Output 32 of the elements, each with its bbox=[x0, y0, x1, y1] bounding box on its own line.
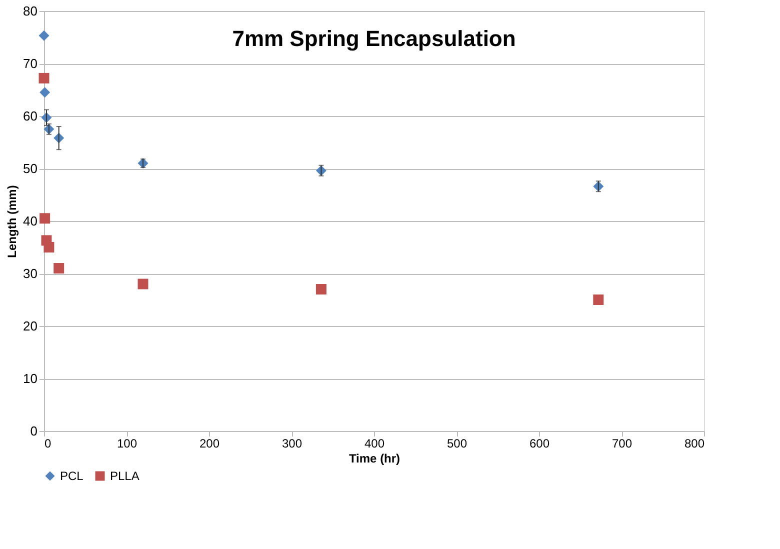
point bbox=[138, 278, 148, 290]
point bbox=[54, 263, 64, 274]
point bbox=[44, 242, 54, 252]
x-axis-title: Time (hr) bbox=[348, 452, 400, 466]
point bbox=[316, 284, 326, 294]
y-tick-label: 0 bbox=[30, 424, 38, 438]
y-tick-label: 30 bbox=[23, 266, 38, 281]
x-tick-label: 600 bbox=[529, 436, 550, 450]
y-tick-label: 40 bbox=[23, 214, 38, 228]
point bbox=[38, 30, 50, 41]
y-tick-label: 50 bbox=[23, 161, 38, 176]
y-tick-label: 70 bbox=[23, 56, 38, 71]
point bbox=[38, 72, 50, 84]
y-tick-label: 80 bbox=[23, 4, 38, 18]
legend-label: PLLA bbox=[110, 469, 140, 483]
x-tick-label: 500 bbox=[446, 436, 468, 450]
x-tick-label: 400 bbox=[364, 436, 385, 450]
y-tick-label: 10 bbox=[23, 371, 38, 386]
x-tick-label: 700 bbox=[612, 436, 632, 450]
x-tick-label: 800 bbox=[684, 436, 705, 450]
x-tick-label: 300 bbox=[282, 436, 302, 450]
point bbox=[40, 87, 50, 98]
y-tick-label: 60 bbox=[23, 108, 38, 124]
y-tick-label: 20 bbox=[23, 318, 38, 334]
x-tick-label: 200 bbox=[199, 436, 220, 450]
x-tick-label: 0 bbox=[44, 436, 52, 450]
point bbox=[593, 294, 604, 305]
text: 7mm Spring Encapsulation bbox=[232, 26, 516, 51]
point bbox=[40, 213, 50, 224]
x-tick-label: 100 bbox=[116, 436, 138, 450]
y-axis-title: Length (mm) bbox=[5, 185, 20, 258]
legend-label: PCL bbox=[60, 469, 84, 483]
